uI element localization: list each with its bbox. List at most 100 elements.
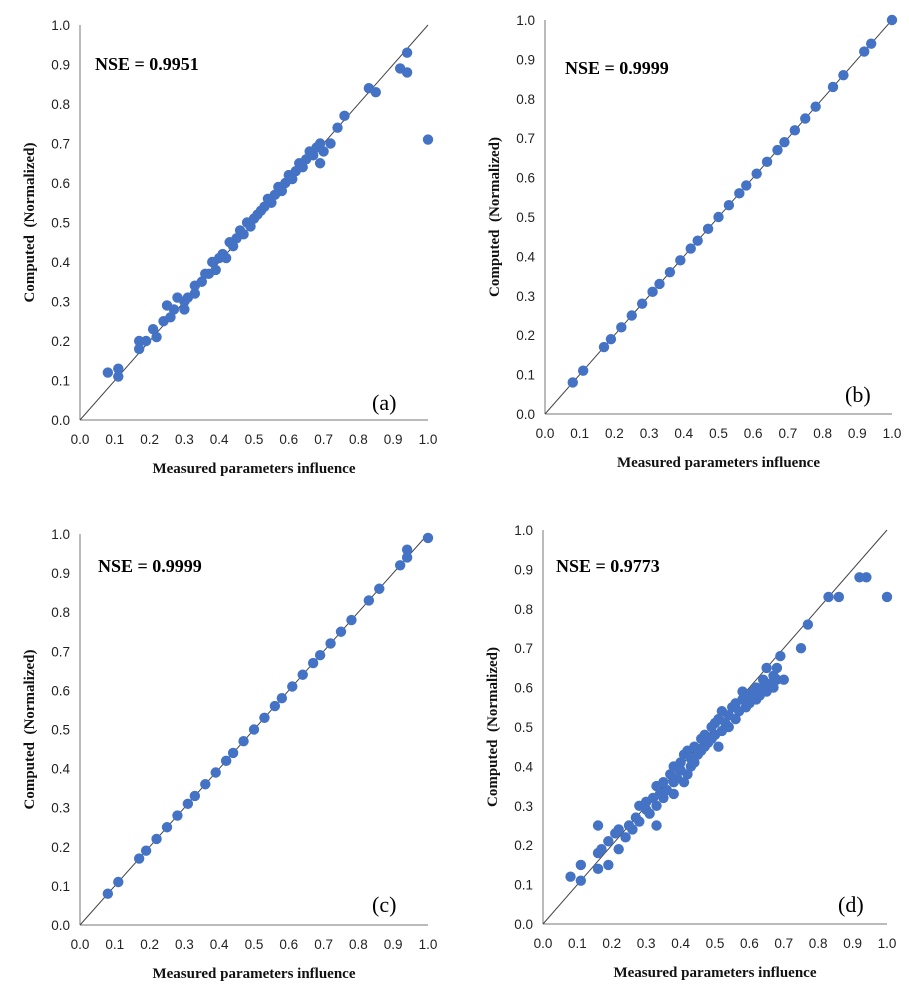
data-point: [779, 136, 790, 148]
x-tick-label: 0.7: [774, 936, 793, 951]
data-point: [227, 241, 239, 252]
y-tick-label: 0.2: [514, 838, 533, 853]
x-tick-label: 0.7: [779, 426, 798, 441]
data-point: [789, 125, 801, 136]
data-point: [654, 278, 665, 290]
data-point: [678, 776, 690, 788]
x-tick-label: 0.0: [536, 426, 555, 441]
data-point: [778, 674, 789, 685]
data-point: [346, 614, 357, 626]
data-point: [210, 264, 221, 276]
x-tick-label: 0.2: [140, 432, 159, 447]
panel-label: (c): [372, 892, 396, 917]
y-tick-label: 0.6: [514, 681, 533, 696]
x-tick-label: 0.1: [105, 432, 124, 447]
data-point: [651, 800, 662, 811]
data-point: [102, 888, 114, 899]
data-point: [865, 38, 877, 49]
data-point: [339, 110, 350, 122]
data-point: [102, 367, 114, 378]
data-point: [287, 681, 298, 692]
data-point: [227, 747, 239, 759]
x-tick-label: 0.9: [384, 432, 403, 447]
nse-annotation: NSE = 0.9999: [98, 556, 202, 576]
data-point: [151, 833, 162, 845]
data-point: [276, 693, 288, 704]
data-point: [713, 211, 724, 223]
x-tick-label: 0.6: [744, 426, 763, 441]
data-point: [189, 288, 201, 299]
data-point: [810, 101, 821, 112]
x-tick-label: 0.0: [534, 936, 553, 951]
y-tick-label: 0.2: [516, 328, 535, 343]
data-point: [151, 331, 162, 343]
data-point: [682, 769, 693, 780]
data-point: [603, 859, 614, 871]
y-tick-label: 0.8: [516, 92, 535, 107]
y-tick-label: 0.4: [51, 762, 70, 777]
y-axis-label: Computed (Normalized): [487, 137, 503, 297]
x-axis-label: Measured parameters influence: [152, 966, 355, 982]
data-point: [113, 876, 124, 888]
data-point: [161, 822, 173, 833]
x-tick-label: 0.5: [245, 937, 264, 952]
data-point: [220, 252, 232, 264]
y-tick-label: 0.5: [51, 216, 70, 231]
x-tick-label: 0.2: [140, 937, 159, 952]
data-point: [269, 700, 281, 712]
data-point: [613, 824, 624, 835]
data-point: [795, 643, 807, 654]
data-point: [603, 836, 614, 847]
data-point: [616, 322, 627, 333]
data-point: [751, 168, 762, 179]
x-tick-label: 0.0: [71, 432, 90, 447]
data-point: [689, 757, 700, 768]
data-point: [374, 583, 385, 594]
y-tick-label: 0.1: [51, 879, 70, 894]
y-tick-label: 0.4: [516, 249, 535, 264]
data-point: [140, 845, 152, 856]
x-axis-label: Measured parameters influence: [613, 965, 816, 981]
x-tick-label: 0.5: [245, 432, 264, 447]
data-point: [636, 298, 648, 309]
data-point: [248, 724, 260, 735]
x-axis-label: Measured parameters influence: [617, 455, 820, 471]
y-tick-label: 0.0: [516, 407, 535, 422]
y-tick-label: 0.5: [51, 723, 70, 738]
data-point: [723, 721, 734, 733]
data-point: [675, 757, 686, 768]
y-tick-label: 1.0: [51, 18, 70, 33]
y-tick-label: 0.1: [51, 374, 70, 389]
data-point: [565, 871, 576, 882]
nse-annotation: NSE = 0.9773: [556, 556, 660, 576]
data-point: [827, 81, 839, 93]
data-point: [886, 14, 898, 26]
chart-panel-d: 0.0 0.1 0.2 0.3 0.4 0.5 0.6 0.7 0.8 0.9 1.0 0.0 0.1 0…: [485, 523, 896, 981]
data-point: [113, 371, 124, 382]
data-point: [200, 779, 211, 790]
x-tick-label: 0.1: [570, 426, 589, 441]
y-tick-label: 0.1: [514, 878, 533, 893]
x-tick-label: 0.3: [640, 426, 659, 441]
y-axis-label: Computed (Normalized): [485, 647, 501, 807]
data-point: [575, 875, 587, 886]
data-point: [596, 843, 607, 855]
data-point: [651, 820, 662, 831]
x-tick-label: 0.9: [843, 936, 862, 951]
y-tick-label: 0.9: [51, 58, 70, 73]
data-point: [761, 662, 772, 674]
data-point: [605, 333, 617, 345]
panel-label: (b): [845, 382, 871, 407]
y-tick-label: 0.5: [516, 210, 535, 225]
data-point: [771, 662, 783, 674]
y-tick-label: 0.9: [516, 52, 535, 67]
data-point: [401, 47, 413, 58]
data-point: [307, 150, 319, 161]
x-tick-label: 1.0: [419, 432, 438, 447]
data-point: [401, 544, 413, 555]
x-tick-label: 0.4: [210, 937, 229, 952]
x-tick-label: 0.1: [105, 937, 124, 952]
data-point: [658, 776, 669, 788]
data-point: [179, 304, 190, 315]
